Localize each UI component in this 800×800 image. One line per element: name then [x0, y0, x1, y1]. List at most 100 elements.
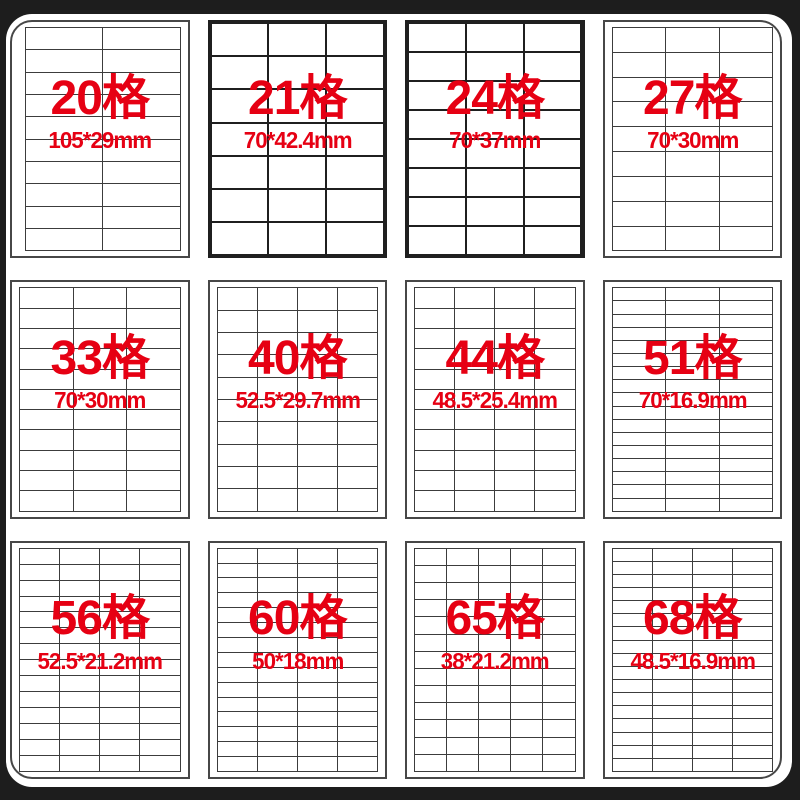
label-cell — [127, 349, 180, 369]
label-cell — [337, 399, 377, 422]
label-cell — [666, 77, 719, 102]
label-cell — [73, 369, 126, 389]
label-cell — [269, 123, 326, 155]
label-cell — [60, 628, 100, 644]
label-cell — [337, 712, 377, 727]
label-cell — [543, 651, 575, 668]
label-cell — [257, 399, 297, 422]
label-cell — [612, 758, 652, 771]
label-cell — [217, 652, 257, 667]
label-cell — [73, 308, 126, 328]
label-cell — [337, 757, 377, 771]
label-grid — [611, 547, 773, 772]
label-cell — [337, 578, 377, 593]
label-cell — [543, 720, 575, 737]
label-cell — [612, 152, 665, 176]
label-cell — [20, 580, 60, 596]
label-cell — [652, 758, 692, 771]
label-cell — [73, 471, 126, 491]
label-cell — [732, 680, 772, 693]
label-cell — [692, 666, 732, 680]
label-cell — [495, 450, 535, 471]
label-sheet-collage: 20格 105*29mm 21格 70*42.4mm 24格 70*37mm 2… — [6, 14, 792, 787]
label-cell — [692, 732, 732, 745]
label-cell — [297, 578, 337, 593]
label-cell — [524, 111, 581, 139]
label-cell — [719, 498, 772, 511]
label-cell — [455, 369, 495, 389]
label-cell — [511, 634, 543, 651]
label-cell — [455, 430, 495, 450]
label-cell — [732, 561, 772, 574]
label-cell — [257, 422, 297, 444]
label-cell — [612, 340, 665, 353]
label-cell — [535, 430, 575, 450]
label-cell — [103, 50, 180, 72]
label-sheet-tile: 40格 52.5*29.7mm — [207, 280, 387, 519]
label-grid — [611, 27, 773, 252]
label-cell — [692, 680, 732, 693]
label-cell — [479, 737, 511, 754]
label-cell — [732, 653, 772, 666]
label-cell — [479, 634, 511, 651]
label-cell — [692, 601, 732, 614]
label-cell — [612, 627, 652, 640]
label-cell — [409, 111, 465, 139]
label-cell — [103, 139, 180, 161]
label-cell — [257, 667, 297, 682]
label-cell — [666, 367, 719, 380]
label-cell — [409, 198, 465, 226]
label-cell — [127, 328, 180, 349]
label-cell — [100, 756, 140, 771]
label-cell — [127, 410, 180, 430]
label-cell — [543, 754, 575, 771]
label-cell — [297, 288, 337, 310]
label-cell — [257, 623, 297, 637]
label-cell — [719, 472, 772, 485]
label-cell — [612, 459, 665, 472]
label-cell — [447, 668, 479, 686]
label-cell — [127, 288, 180, 308]
label-cell — [60, 580, 100, 596]
label-cell — [732, 758, 772, 771]
label-cell — [495, 369, 535, 389]
label-cell — [719, 152, 772, 176]
label-cell — [466, 198, 523, 226]
label-cell — [211, 223, 268, 255]
label-cell — [415, 308, 455, 328]
label-cell — [60, 596, 100, 612]
label-cell — [447, 754, 479, 771]
label-cell — [415, 548, 447, 565]
label-cell — [60, 708, 100, 724]
label-cell — [337, 637, 377, 652]
label-cell — [535, 389, 575, 410]
label-cell — [257, 697, 297, 712]
label-cell — [140, 564, 180, 580]
label-cell — [257, 310, 297, 332]
label-cell — [479, 600, 511, 617]
label-cell — [692, 548, 732, 561]
label-cell — [455, 389, 495, 410]
label-cell — [447, 720, 479, 737]
label-cell — [719, 201, 772, 226]
label-cell — [415, 720, 447, 737]
label-cell — [612, 498, 665, 511]
label-cell — [257, 652, 297, 667]
label-cell — [297, 682, 337, 697]
label-cell — [447, 548, 479, 565]
label-cell — [479, 565, 511, 582]
label-cell — [612, 680, 652, 693]
label-cell — [127, 308, 180, 328]
label-cell — [535, 349, 575, 369]
label-cell — [140, 644, 180, 660]
label-cell — [20, 612, 60, 628]
label-cell — [20, 430, 73, 450]
label-cell — [60, 548, 100, 564]
label-cell — [217, 682, 257, 697]
label-grid — [407, 22, 583, 257]
label-cell — [337, 548, 377, 563]
label-cell — [297, 667, 337, 682]
label-cell — [415, 651, 447, 668]
label-cell — [652, 627, 692, 640]
label-cell — [211, 189, 268, 222]
